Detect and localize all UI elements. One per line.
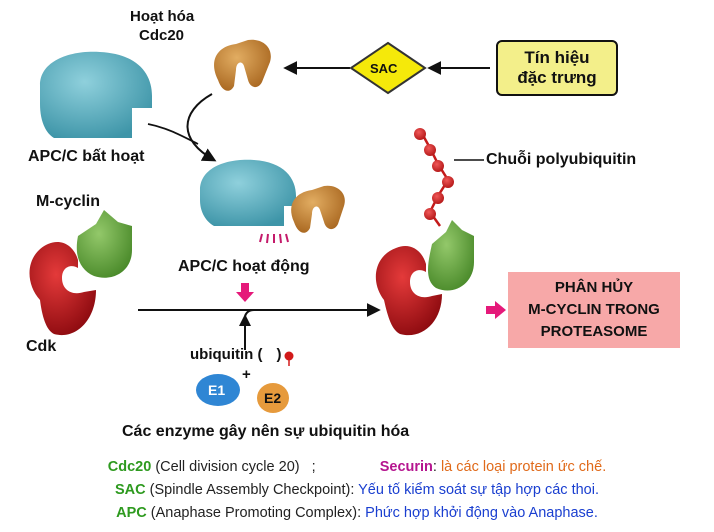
cdk-label: Cdk (26, 338, 57, 355)
polyubiquitin-beads (414, 128, 454, 220)
arrow-activation-curve (186, 93, 217, 162)
legend-securin-term: Securin (379, 459, 433, 475)
ubiquitin-close: ) (276, 346, 282, 363)
signal-box: Tín hiệu đặc trưng (496, 40, 618, 96)
degrade-box: PHÂN HỦY M-CYCLIN TRONG PROTEASOME (508, 272, 680, 348)
e2-label: E2 (264, 390, 282, 406)
sac-diamond (349, 41, 427, 95)
degrade-label-3: PROTEASOME (540, 323, 648, 340)
legend-apc-def: (Anaphase Promoting Complex): (146, 505, 366, 521)
signal-label-2: đặc trưng (517, 68, 597, 87)
arrow-ubiquitin-up (244, 309, 255, 350)
legend-cdc20-def: (Cell division cycle 20) ; (151, 459, 316, 475)
legend-line-1: Cdc20 (Cell division cycle 20) ; Securin:… (0, 459, 714, 475)
ubiquitin-text: ubiquitin ( (190, 346, 263, 363)
legend-line-2: SAC (Spindle Assembly Checkpoint): Yếu t… (0, 482, 714, 498)
legend-cdc20-term: Cdc20 (107, 459, 152, 475)
signal-label-1: Tín hiệu (524, 48, 590, 67)
apc-active-shape (200, 159, 296, 226)
enzymes-label: Các enzyme gây nên sự ubiquitin hóa (122, 423, 410, 440)
polyubiquitin-label: Chuỗi polyubiquitin (486, 151, 637, 168)
m-cyclin-shape (76, 210, 132, 278)
cdk-shape (29, 241, 96, 336)
legend-securin-colon: : (432, 459, 441, 475)
cdc20-bound-shape (291, 185, 345, 233)
apc-inactive-shape (40, 51, 152, 139)
plus-label: + (242, 366, 251, 383)
ubiquitin-glyph (284, 351, 294, 366)
m-cyclin-label: M-cyclin (36, 193, 101, 210)
sac-label: SAC (370, 61, 398, 76)
degrade-label-1: PHÂN HỦY (554, 279, 634, 296)
arrow-apc-to-active (147, 123, 199, 145)
legend-sac-def: (Spindle Assembly Checkpoint): (145, 482, 359, 498)
activity-rays (259, 233, 289, 244)
degrade-label-2: M-CYCLIN TRONG (528, 301, 660, 318)
cdc20-active-label-2: Cdc20 (139, 27, 185, 44)
e1-shape (196, 374, 240, 406)
arrow-ubiquitin-head (239, 314, 251, 326)
right-cdk-shape (375, 245, 442, 336)
apc-active-label: APC/C hoạt động (178, 258, 310, 275)
legend-apc-def2: Phức hợp khởi động vào Anaphase. (365, 505, 598, 521)
e2-shape (257, 383, 289, 413)
legend-securin-def: là các loại protein ức chế. (440, 459, 607, 475)
legend-sac-def2: Yếu tố kiểm soát sự tập hợp các thoi. (358, 482, 599, 498)
right-cyclin-shape (428, 220, 474, 291)
apc-inactive-label: APC/C bất hoạt (28, 148, 145, 165)
legend-apc-term: APC (116, 505, 147, 521)
cdc20-active-label-1: Hoạt hóa (130, 8, 195, 25)
pink-arrow-right (486, 301, 506, 319)
pink-arrow-down (236, 283, 254, 302)
cdc20-active-shape (214, 39, 271, 91)
legend-line-3: APC (Anaphase Promoting Complex): Phức h… (0, 505, 714, 521)
legend-sac-term: SAC (114, 482, 146, 498)
ubiquitin-label: ubiquitin () (190, 346, 281, 363)
e1-label: E1 (208, 382, 226, 398)
